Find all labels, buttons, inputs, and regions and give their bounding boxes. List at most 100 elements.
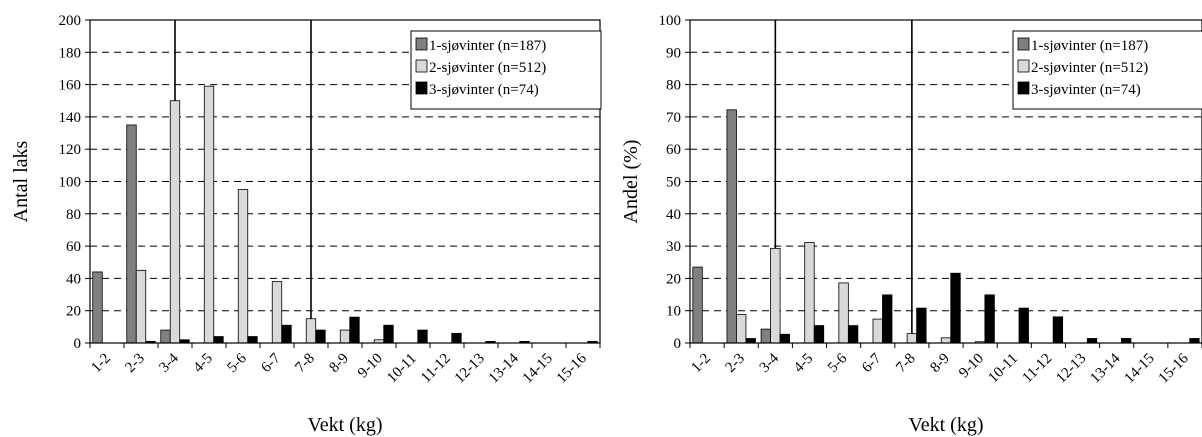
y-tick-label: 90 (666, 45, 681, 61)
y-tick-label: 200 (59, 13, 82, 29)
legend-label: 3-sjøvinter (n=74) (429, 82, 539, 98)
y-tick-label: 10 (666, 304, 681, 320)
x-tick-label: 4-5 (791, 351, 816, 376)
y-tick-label: 100 (59, 175, 82, 191)
chart-count: 0 20 40 60 80 100 120 140 160 180 200 1-2 2-3 3-4 4-5 5… (10, 13, 602, 436)
x-tick-label: 1-2 (88, 351, 113, 376)
y-tick-label: 140 (59, 110, 82, 126)
x-tick-label: 3-4 (757, 350, 783, 376)
y-tick-label: 70 (666, 110, 681, 126)
y-tick-label: 80 (666, 78, 681, 94)
x-tick-label: 6-7 (258, 350, 284, 376)
x-tick-label: 10-11 (384, 351, 420, 387)
y-tick-label: 20 (66, 304, 81, 320)
bar (305, 318, 317, 344)
legend-label: 3-sjøvinter (n=74) (1031, 82, 1141, 98)
bar (92, 271, 103, 344)
bar (247, 336, 258, 344)
y-tick-label: 50 (666, 175, 681, 191)
bar (271, 281, 283, 344)
x-tick-label: 15-16 (554, 350, 590, 386)
bar (804, 242, 815, 344)
bar (760, 328, 771, 344)
legend-swatch (415, 81, 428, 95)
bar (726, 109, 737, 344)
bar (1052, 316, 1064, 344)
x-tick-label: 2-3 (122, 351, 147, 376)
x-tick-label: 4-5 (190, 351, 215, 376)
bar (349, 316, 360, 344)
x-tick-label: 10-11 (985, 351, 1021, 387)
x-tick-label: 15-16 (1156, 350, 1192, 386)
bar (770, 247, 781, 344)
x-tick-label: 2-3 (723, 351, 748, 376)
bar (736, 314, 747, 344)
bar (916, 307, 927, 344)
x-tick-label: 8-9 (927, 351, 952, 376)
x-tick-label: 13-14 (486, 350, 522, 386)
y-axis-title: Andel (%) (620, 140, 642, 224)
legend-label: 2-sjøvinter (n=512) (1031, 60, 1148, 76)
bar (692, 266, 703, 344)
y-tick-label: 100 (659, 13, 682, 29)
bar (1018, 307, 1029, 344)
x-tick-label: 1-2 (688, 351, 713, 376)
bar (339, 329, 351, 344)
bar (126, 124, 137, 344)
legend-swatch (1017, 37, 1030, 51)
chart-percent: 0 10 20 30 40 50 60 70 80 90 100 1-2 2-3 3-4 4-5 5-6 6-7… (620, 13, 1202, 436)
x-tick-label: 9-10 (956, 351, 987, 382)
y-tick-label: 0 (74, 336, 82, 352)
x-tick-label: 11-12 (1020, 351, 1056, 387)
bar (203, 85, 215, 344)
legend-box (410, 30, 602, 110)
bar (882, 294, 893, 344)
bar (451, 332, 462, 344)
x-axis-title: Vekt (kg) (308, 414, 383, 436)
x-tick-label: 14-15 (520, 351, 556, 387)
x-tick-label: 6-7 (859, 350, 885, 376)
x-tick-label: 14-15 (1122, 351, 1158, 387)
x-tick-label: 8-9 (326, 351, 351, 376)
bar (1189, 338, 1200, 344)
bar (160, 329, 171, 344)
y-tick-label: 120 (59, 142, 82, 158)
legend-label: 1-sjøvinter (n=187) (1031, 38, 1148, 54)
legend-box (1012, 30, 1202, 110)
bar (213, 336, 224, 344)
x-tick-label: 7-8 (292, 351, 317, 376)
x-tick-label: 12-13 (1053, 351, 1089, 387)
legend-label: 1-sjøvinter (n=187) (429, 38, 546, 54)
bar (1086, 338, 1098, 344)
bar (950, 272, 961, 344)
y-tick-label: 0 (674, 336, 682, 352)
bar (135, 269, 147, 344)
bar (745, 338, 756, 344)
x-tick-label: 9-10 (355, 351, 386, 382)
y-tick-label: 180 (59, 45, 82, 61)
x-tick-label: 3-4 (156, 350, 182, 376)
x-axis-title: Vekt (kg) (909, 414, 984, 436)
bar (872, 318, 883, 344)
legend-swatch (415, 37, 428, 51)
bar (940, 337, 952, 344)
y-tick-label: 20 (666, 271, 681, 287)
y-tick-label: 40 (666, 207, 681, 223)
legend-label: 2-sjøvinter (n=512) (429, 60, 546, 76)
y-tick-label: 60 (66, 239, 81, 255)
y-tick-label: 30 (666, 239, 681, 255)
bar (315, 329, 326, 344)
bar (169, 100, 181, 344)
plot-frame (689, 19, 1202, 344)
bar (779, 333, 790, 344)
bar (417, 329, 428, 344)
bar (237, 189, 249, 344)
x-tick-label: 5-6 (825, 350, 851, 376)
x-tick-label: 13-14 (1087, 350, 1123, 386)
x-tick-label: 11-12 (418, 351, 454, 387)
bar (838, 282, 849, 344)
bar (383, 324, 394, 344)
bar (984, 294, 995, 344)
bar (281, 324, 292, 344)
